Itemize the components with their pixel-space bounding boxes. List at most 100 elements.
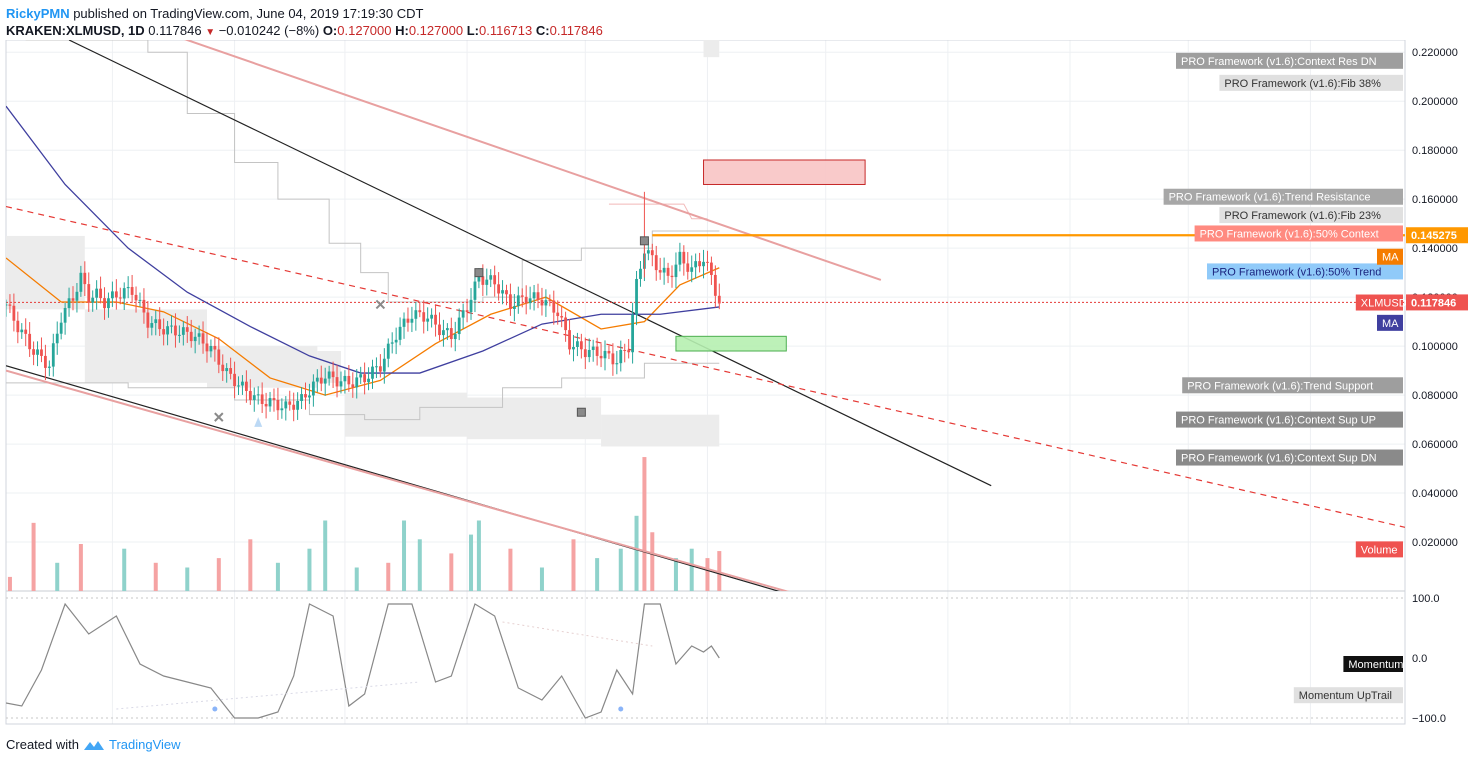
context-band [84, 309, 207, 383]
candle-body [623, 349, 627, 351]
candle-body [296, 400, 300, 410]
candle-body [540, 299, 544, 306]
candle-body [177, 334, 181, 336]
volume-bar [618, 548, 623, 591]
candle-body [181, 327, 185, 335]
candle-body [473, 281, 477, 300]
candle-body [213, 345, 217, 350]
volume-bar [248, 539, 253, 591]
volume-bar [122, 548, 127, 591]
volume-bar [571, 539, 576, 591]
candle-body [75, 291, 79, 301]
price-tick-label: 0.060000 [1412, 439, 1458, 451]
open-value: 0.127000 [337, 23, 392, 38]
candle-body [189, 331, 193, 342]
tradingview-brand[interactable]: TradingView [108, 737, 181, 752]
trend-support-tag-bg [1182, 377, 1403, 394]
candle-body [548, 300, 552, 302]
candle-body [280, 408, 284, 411]
candle-body [591, 346, 595, 350]
candle-body [6, 304, 8, 306]
close-value: 0.117846 [549, 23, 603, 38]
candle-body [382, 358, 386, 372]
momentum-tick-label: 0.0 [1412, 653, 1427, 665]
candle-body [248, 390, 252, 400]
volume-tag-bg [1355, 541, 1403, 558]
publish-line: RickyPMN published on TradingView.com, J… [6, 5, 603, 22]
last-price: 0.117846 [148, 23, 202, 38]
candle-body [138, 299, 142, 301]
candle-body [335, 377, 339, 387]
volume-bar [216, 558, 221, 591]
candle-body [363, 374, 367, 383]
candle-body [32, 349, 35, 355]
momentum-uptrail-line [116, 681, 420, 710]
candle-body [512, 306, 516, 309]
momentum-line [6, 602, 720, 719]
volume-bar [449, 553, 454, 591]
high-value: 0.127000 [408, 23, 464, 38]
candle-body [233, 373, 236, 387]
candle-body [103, 298, 106, 309]
open-label: O: [322, 23, 338, 38]
candle-body [174, 325, 177, 336]
candle-body [646, 250, 650, 254]
markers [214, 236, 649, 427]
momentum-pane [6, 602, 720, 719]
candle-body [150, 323, 154, 328]
context-sup-up-tag-bg [1176, 411, 1403, 428]
symbol-tag-bg [1355, 294, 1403, 311]
context-band [703, 40, 720, 58]
candle-body [694, 261, 698, 268]
momentum-tick-label: 100.0 [1412, 593, 1440, 605]
candle-body [552, 300, 556, 313]
candle-body [288, 401, 292, 405]
candle-body [390, 342, 394, 344]
volume-bars [7, 457, 722, 591]
fib38-tag: PRO Framework (v1.6):Fib 38% [1224, 78, 1381, 90]
candle-body [445, 328, 449, 331]
candle-body [568, 330, 571, 350]
candle-body [241, 381, 244, 386]
ma-fast-tag-bg [1377, 248, 1403, 265]
tradingview-logo-icon [83, 740, 104, 750]
candle-body [603, 350, 607, 359]
candle-body [528, 298, 532, 304]
ma-slow-tag: MA [1382, 318, 1399, 330]
candle-body [205, 343, 209, 352]
trend-line-resistance-black [68, 40, 992, 487]
fib23-tag-bg [1219, 207, 1403, 224]
symbol-label[interactable]: KRAKEN:XLMUSD, 1D [6, 23, 145, 38]
context-res-dn-tag-bg [1176, 52, 1403, 69]
candle-body [493, 275, 497, 285]
square-marker-icon [474, 268, 484, 278]
square-marker-icon [576, 407, 586, 417]
candle-body [426, 318, 430, 322]
context-band [344, 392, 468, 437]
candle-body [386, 343, 390, 359]
momentum-dot [618, 706, 624, 712]
price-tick-label: 0.080000 [1412, 390, 1458, 402]
context-band [6, 235, 85, 310]
momentum-tag-bg [1343, 656, 1403, 672]
candle-body [315, 377, 319, 382]
low-label: L: [466, 23, 479, 38]
candle-body [95, 288, 99, 298]
price-tick-label: 0.200000 [1412, 96, 1458, 108]
candle-body [284, 401, 288, 409]
context-step-line [6, 362, 720, 421]
context-sup-dn-tag-bg [1176, 449, 1403, 466]
candle-body [635, 278, 638, 315]
price-tick-label: 0.100000 [1412, 341, 1458, 353]
context50-tag-bg [1194, 225, 1403, 242]
moving-average-line [6, 257, 720, 396]
author-link[interactable]: RickyPMN [6, 6, 70, 21]
candle-body [402, 318, 406, 327]
candle-body [595, 346, 599, 356]
candle-body [481, 276, 485, 285]
trend-resistance-tag-bg [1163, 188, 1403, 205]
candle-body [351, 384, 355, 388]
chart-canvas[interactable]: 0.220000 0.200000 0.180000 0.160000 0.140000… [0, 40, 1475, 730]
candle-body [505, 290, 508, 295]
candle-body [331, 371, 335, 378]
